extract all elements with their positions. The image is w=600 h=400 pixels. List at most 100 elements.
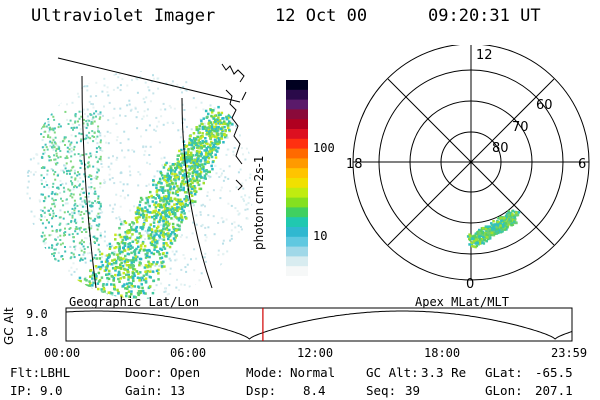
emission-pixel bbox=[192, 161, 195, 164]
emission-pixel bbox=[165, 161, 168, 165]
noise-pixel bbox=[156, 77, 159, 80]
noise-pixel bbox=[228, 165, 231, 168]
emission-pixel bbox=[203, 149, 206, 152]
emission-pixel bbox=[157, 268, 160, 272]
noise-pixel bbox=[238, 124, 241, 127]
emission-pixel bbox=[209, 148, 212, 151]
emission-pixel bbox=[228, 128, 231, 132]
noise-pixel bbox=[220, 263, 223, 266]
noise-pixel bbox=[232, 150, 235, 153]
timeline-xtick: 12:00 bbox=[297, 346, 334, 360]
emission-pixel bbox=[158, 234, 161, 237]
emission-pixel bbox=[158, 253, 161, 256]
emission-pixel bbox=[116, 288, 119, 292]
emission-pixel bbox=[131, 279, 135, 282]
noise-pixel bbox=[212, 189, 215, 192]
noise-pixel bbox=[209, 175, 212, 178]
noise-pixel bbox=[129, 170, 131, 173]
noise-pixel bbox=[42, 285, 45, 288]
noise-pixel bbox=[246, 217, 249, 220]
emission-pixel bbox=[158, 218, 162, 222]
emission-pixel bbox=[95, 177, 98, 180]
emission-pixel bbox=[175, 166, 179, 169]
emission-pixel bbox=[114, 273, 117, 277]
noise-pixel bbox=[190, 128, 193, 131]
noise-pixel bbox=[119, 89, 122, 92]
emission-pixel bbox=[162, 203, 166, 206]
noise-pixel bbox=[222, 169, 225, 172]
noise-pixel bbox=[103, 235, 106, 238]
emission-pixel bbox=[204, 151, 208, 154]
emission-pixel bbox=[210, 111, 214, 114]
emission-pixel bbox=[80, 243, 83, 246]
noise-pixel bbox=[32, 222, 35, 225]
emission-pixel bbox=[214, 153, 217, 156]
oval-pixel bbox=[500, 230, 504, 233]
emission-pixel bbox=[162, 205, 165, 208]
emission-pixel bbox=[131, 298, 135, 299]
noise-pixel bbox=[192, 204, 195, 207]
noise-pixel bbox=[129, 209, 132, 212]
noise-pixel bbox=[168, 292, 170, 295]
noise-pixel bbox=[161, 164, 164, 167]
emission-pixel bbox=[52, 215, 55, 218]
emission-pixel bbox=[134, 238, 138, 242]
noise-pixel bbox=[81, 200, 84, 203]
noise-pixel bbox=[59, 291, 62, 293]
emission-pixel bbox=[126, 268, 129, 272]
noise-pixel bbox=[115, 139, 118, 142]
emission-pixel bbox=[52, 199, 55, 202]
emission-pixel bbox=[198, 168, 201, 171]
emission-pixel bbox=[212, 147, 216, 151]
emission-pixel bbox=[75, 226, 78, 228]
emission-pixel bbox=[121, 238, 124, 242]
emission-pixel bbox=[182, 160, 185, 163]
noise-pixel bbox=[71, 101, 74, 104]
noise-pixel bbox=[191, 232, 194, 235]
noise-pixel bbox=[127, 149, 130, 152]
emission-pixel bbox=[42, 240, 45, 243]
emission-pixel bbox=[183, 174, 187, 177]
emission-pixel bbox=[214, 140, 217, 144]
noise-pixel bbox=[228, 124, 231, 127]
emission-pixel bbox=[79, 197, 82, 200]
emission-pixel bbox=[74, 230, 77, 233]
oval-pixel bbox=[478, 232, 481, 236]
noise-pixel bbox=[128, 103, 131, 106]
noise-pixel bbox=[142, 234, 145, 237]
noise-pixel bbox=[108, 173, 111, 176]
emission-pixel bbox=[126, 231, 129, 235]
noise-pixel bbox=[81, 283, 84, 286]
emission-pixel bbox=[190, 187, 194, 190]
noise-pixel bbox=[119, 114, 121, 117]
noise-pixel bbox=[46, 299, 48, 300]
oval-pixel bbox=[469, 236, 473, 239]
emission-pixel bbox=[116, 257, 120, 260]
emission-pixel bbox=[103, 290, 106, 293]
emission-pixel bbox=[169, 165, 172, 168]
oval-pixel bbox=[511, 218, 515, 222]
emission-pixel bbox=[78, 110, 81, 113]
emission-pixel bbox=[94, 218, 97, 220]
emission-pixel bbox=[153, 248, 156, 251]
noise-pixel bbox=[246, 253, 249, 256]
emission-pixel bbox=[150, 228, 154, 232]
noise-pixel bbox=[83, 125, 86, 128]
emission-pixel bbox=[201, 122, 204, 126]
emission-pixel bbox=[167, 202, 171, 206]
emission-pixel bbox=[44, 130, 47, 133]
emission-pixel bbox=[79, 213, 82, 216]
emission-pixel bbox=[205, 149, 209, 152]
emission-pixel bbox=[47, 155, 50, 158]
noise-pixel bbox=[54, 161, 57, 164]
emission-pixel bbox=[71, 181, 74, 184]
emission-pixel bbox=[202, 181, 205, 185]
noise-pixel bbox=[229, 239, 232, 242]
emission-pixel bbox=[193, 190, 197, 193]
emission-pixel bbox=[126, 252, 130, 256]
noise-pixel bbox=[63, 188, 66, 191]
emission-pixel bbox=[120, 261, 123, 265]
oval-pixel bbox=[471, 244, 474, 248]
noise-pixel bbox=[112, 155, 114, 158]
emission-pixel bbox=[191, 154, 195, 157]
